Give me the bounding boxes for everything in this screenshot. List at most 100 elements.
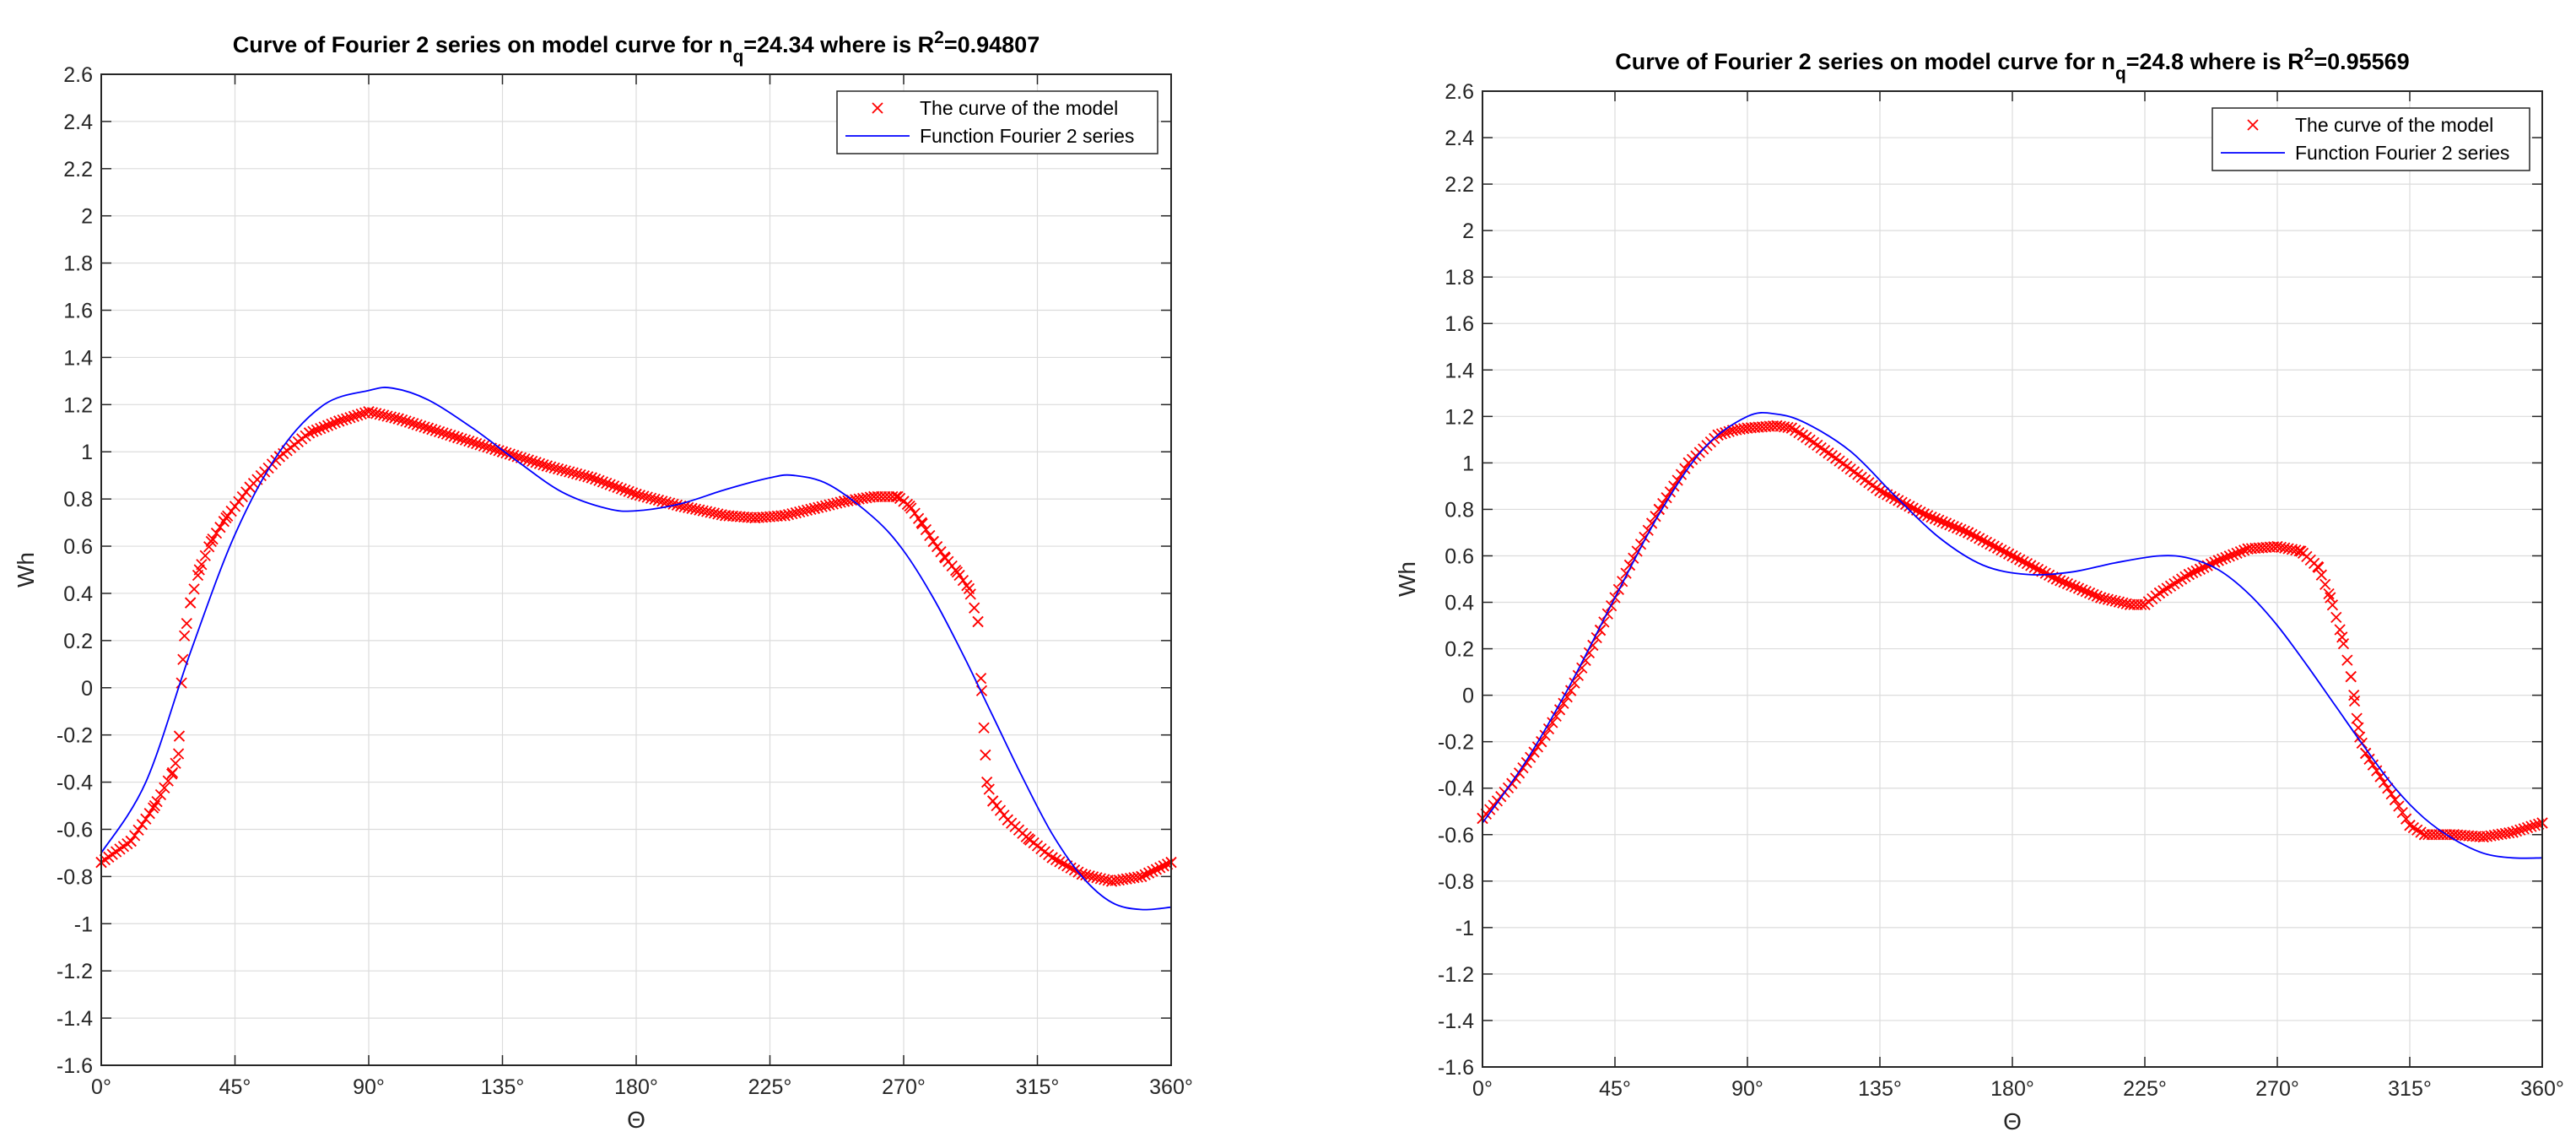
model-marker — [1158, 860, 1169, 872]
model-marker — [567, 467, 579, 479]
model-marker — [2371, 765, 2383, 777]
model-marker — [519, 452, 531, 465]
y-tick-label: -1.4 — [57, 1007, 93, 1031]
model-marker — [1087, 871, 1099, 883]
x-tick-label: 180° — [1990, 1077, 2034, 1101]
model-point — [2354, 731, 2366, 743]
model-marker — [1076, 868, 1088, 880]
model-marker — [2010, 552, 2022, 564]
x-tick-label: 225° — [748, 1075, 792, 1099]
model-point — [176, 677, 187, 689]
model-marker — [649, 493, 661, 506]
y-tick-label: 1.4 — [63, 346, 93, 370]
model-marker — [522, 454, 534, 466]
model-marker — [385, 411, 397, 423]
model-marker — [2400, 813, 2412, 825]
model-marker — [2187, 566, 2199, 579]
chart-title-subscript: q — [732, 47, 743, 67]
model-marker — [1929, 512, 1941, 525]
x-tick-label: 90° — [353, 1075, 385, 1099]
y-tick-label: 1.4 — [1445, 359, 1474, 382]
model-marker — [824, 499, 835, 511]
chart-right: 0° 45° 90° 135° 180° 225° 270° 315° 360° -1.6 -1.4… — [1394, 45, 2564, 1135]
model-marker — [1099, 874, 1110, 885]
model-marker — [545, 461, 557, 473]
model-marker — [916, 517, 928, 530]
y-tick-label: 2.4 — [1445, 127, 1474, 150]
model-marker — [445, 430, 456, 441]
model-marker — [225, 505, 237, 517]
model-marker — [972, 615, 984, 628]
model-marker — [148, 802, 159, 814]
model-marker — [1933, 514, 1945, 526]
model-marker — [779, 510, 791, 522]
legend-entry-model-right: The curve of the model — [2295, 114, 2493, 136]
model-marker — [935, 546, 947, 558]
model-marker — [321, 420, 334, 431]
model-marker — [2315, 569, 2327, 581]
model-marker — [1671, 474, 1683, 486]
y-axis-label-right: Wh — [1394, 561, 1420, 597]
model-marker — [1885, 490, 1897, 502]
model-marker — [1904, 501, 1915, 512]
model-marker — [2032, 563, 2044, 576]
y-tick-label: -0.8 — [57, 865, 93, 889]
model-marker — [1955, 523, 1967, 535]
model-marker — [2234, 546, 2247, 558]
model-marker — [1966, 528, 1978, 540]
x-tick-label: 90° — [1731, 1077, 1763, 1101]
model-marker — [2367, 759, 2379, 771]
model-marker — [363, 406, 375, 418]
legend-box-left — [836, 90, 1158, 154]
model-marker — [2050, 573, 2062, 585]
model-marker — [2238, 544, 2250, 556]
model-marker — [2337, 637, 2350, 650]
model-marker — [1650, 511, 1661, 523]
y-tick-label: 0.6 — [63, 535, 93, 559]
model-marker — [1569, 677, 1580, 689]
y-tick-label: 1.8 — [1445, 266, 1474, 290]
model-marker — [1136, 870, 1148, 883]
model-marker — [1877, 487, 1889, 499]
legend-right: The curve of the model Function Fourier … — [2211, 107, 2530, 171]
legend-model-marker — [872, 102, 883, 114]
y-tick-label: 1 — [1462, 452, 1474, 475]
model-marker — [905, 502, 917, 514]
model-marker — [2006, 550, 2018, 562]
model-marker — [2396, 806, 2408, 819]
model-marker — [927, 535, 939, 548]
grid-right — [1482, 90, 2543, 1068]
model-marker — [370, 408, 382, 420]
model-marker — [303, 427, 316, 439]
model-marker — [1091, 872, 1103, 884]
series-right — [1477, 411, 2548, 859]
model-marker — [2113, 596, 2125, 608]
model-marker — [2319, 578, 2331, 591]
model-marker — [1131, 871, 1144, 883]
model-marker — [1720, 426, 1731, 439]
model-marker — [471, 437, 483, 450]
model-marker — [2095, 592, 2107, 604]
x-tick-label: 0° — [1472, 1077, 1493, 1101]
model-marker — [337, 414, 348, 426]
model-marker — [1958, 525, 1970, 537]
model-marker — [348, 410, 360, 422]
chart-title-left: Curve of Fourier 2 series on model curve… — [233, 28, 1040, 67]
model-marker — [222, 510, 234, 522]
model-marker — [159, 782, 170, 793]
model-marker — [440, 428, 453, 440]
model-marker — [2503, 827, 2515, 839]
model-marker — [2228, 549, 2239, 560]
model-marker — [1150, 864, 1163, 875]
model-marker — [2069, 581, 2081, 593]
model-marker — [790, 506, 802, 519]
model-marker — [1888, 492, 1901, 505]
model-marker — [2360, 747, 2372, 760]
y-tick-label: -0.4 — [1438, 777, 1474, 801]
model-marker — [207, 533, 219, 545]
model-marker — [533, 458, 546, 469]
model-marker — [570, 468, 583, 479]
model-marker — [482, 441, 494, 453]
model-marker — [188, 583, 200, 595]
